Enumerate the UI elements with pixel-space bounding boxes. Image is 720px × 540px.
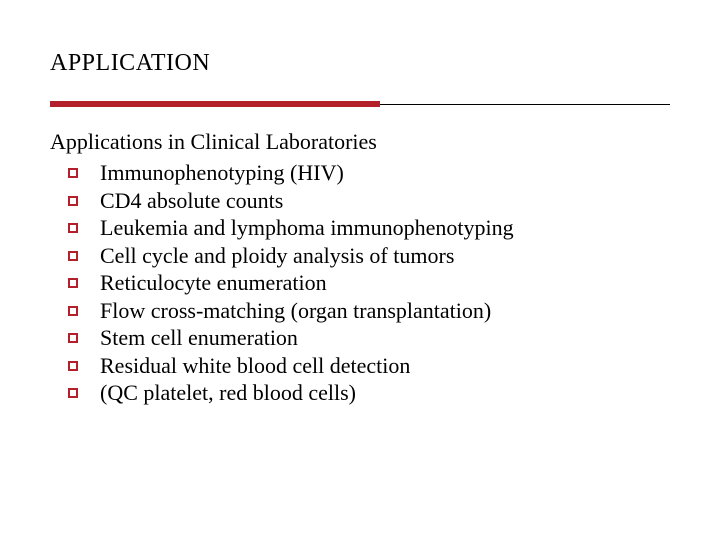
divider [50, 101, 670, 107]
list-item-text: Stem cell enumeration [100, 324, 670, 352]
square-bullet-icon [68, 306, 78, 316]
list-item-text: CD4 absolute counts [100, 187, 670, 215]
divider-accent [50, 101, 380, 107]
square-bullet-icon [68, 251, 78, 261]
list-item: CD4 absolute counts [68, 187, 670, 215]
list-item: Leukemia and lymphoma immunophenotyping [68, 214, 670, 242]
square-bullet-icon [68, 333, 78, 343]
list-item-text: Flow cross-matching (organ transplantati… [100, 297, 670, 325]
list-item-text: (QC platelet, red blood cells) [100, 379, 670, 407]
list-item: Residual white blood cell detection [68, 352, 670, 380]
list-item: (QC platelet, red blood cells) [68, 379, 670, 407]
divider-line [380, 104, 670, 105]
square-bullet-icon [68, 278, 78, 288]
square-bullet-icon [68, 196, 78, 206]
square-bullet-icon [68, 361, 78, 371]
list-item-text: Residual white blood cell detection [100, 352, 670, 380]
list-item: Cell cycle and ploidy analysis of tumors [68, 242, 670, 270]
list-item: Immunophenotyping (HIV) [68, 159, 670, 187]
list-item: Stem cell enumeration [68, 324, 670, 352]
list-item: Flow cross-matching (organ transplantati… [68, 297, 670, 325]
square-bullet-icon [68, 388, 78, 398]
list-item: Reticulocyte enumeration [68, 269, 670, 297]
list-item-text: Reticulocyte enumeration [100, 269, 670, 297]
bullet-list: Immunophenotyping (HIV)CD4 absolute coun… [50, 159, 670, 407]
list-item-text: Cell cycle and ploidy analysis of tumors [100, 242, 670, 270]
square-bullet-icon [68, 168, 78, 178]
list-item-text: Immunophenotyping (HIV) [100, 159, 670, 187]
slide-title: APPLICATION [50, 50, 670, 77]
square-bullet-icon [68, 223, 78, 233]
slide: APPLICATION Applications in Clinical Lab… [0, 0, 720, 540]
list-item-text: Leukemia and lymphoma immunophenotyping [100, 214, 670, 242]
subtitle: Applications in Clinical Laboratories [50, 129, 670, 155]
